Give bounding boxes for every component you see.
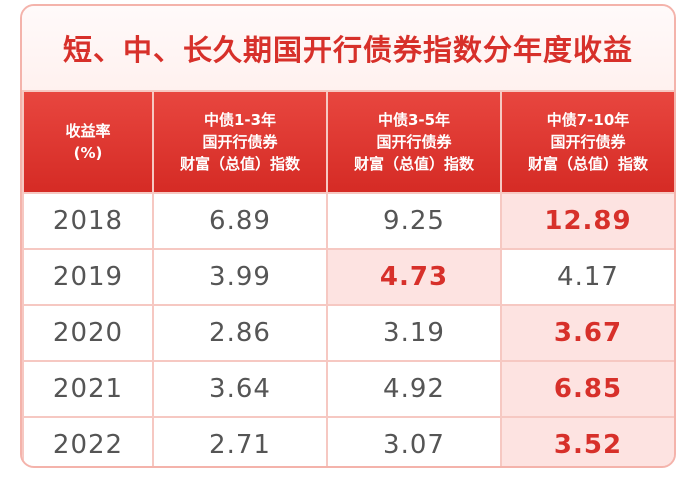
header-yield-line-2: (%) <box>73 144 103 162</box>
highlighted-value-cell: 12.89 <box>502 194 674 248</box>
table-row: 2021 3.64 4.92 6.85 <box>24 362 674 416</box>
header-3-5y: 中债3-5年 国开行债券 财富（总值）指数 <box>328 92 500 192</box>
table-title: 短、中、长久期国开行债券指数分年度收益 <box>22 6 674 90</box>
value-cell: 2.86 <box>154 306 326 360</box>
returns-table-card: 短、中、长久期国开行债券指数分年度收益 收益率 (%) 中债1-3年 国开行债券… <box>20 4 676 468</box>
value-cell: 3.19 <box>328 306 500 360</box>
year-cell: 2019 <box>24 250 152 304</box>
highlighted-value-cell: 3.67 <box>502 306 674 360</box>
header-1-3y-line-3: 财富（总值）指数 <box>179 155 300 173</box>
value-cell: 3.07 <box>328 418 500 466</box>
year-cell: 2020 <box>24 306 152 360</box>
table-row: 2018 6.89 9.25 12.89 <box>24 194 674 248</box>
header-3-5y-line-1: 中债3-5年 <box>377 111 451 129</box>
header-7-10y: 中债7-10年 国开行债券 财富（总值）指数 <box>502 92 674 192</box>
header-row: 收益率 (%) 中债1-3年 国开行债券 财富（总值）指数 中债3-5年 国开行… <box>24 92 674 192</box>
returns-table: 收益率 (%) 中债1-3年 国开行债券 财富（总值）指数 中债3-5年 国开行… <box>22 90 674 466</box>
highlighted-value-cell: 6.85 <box>502 362 674 416</box>
value-cell: 3.64 <box>154 362 326 416</box>
value-cell: 4.92 <box>328 362 500 416</box>
header-7-10y-line-2: 国开行债券 <box>550 133 626 151</box>
value-cell: 6.89 <box>154 194 326 248</box>
header-yield: 收益率 (%) <box>24 92 152 192</box>
header-1-3y-line-1: 中债1-3年 <box>203 111 277 129</box>
value-cell: 3.99 <box>154 250 326 304</box>
header-3-5y-line-2: 国开行债券 <box>376 133 452 151</box>
header-7-10y-line-3: 财富（总值）指数 <box>527 155 648 173</box>
value-cell: 4.17 <box>502 250 674 304</box>
table-row: 2020 2.86 3.19 3.67 <box>24 306 674 360</box>
header-1-3y: 中债1-3年 国开行债券 财富（总值）指数 <box>154 92 326 192</box>
table-row: 2022 2.71 3.07 3.52 <box>24 418 674 466</box>
highlighted-value-cell: 3.52 <box>502 418 674 466</box>
header-3-5y-line-3: 财富（总值）指数 <box>353 155 474 173</box>
year-cell: 2022 <box>24 418 152 466</box>
value-cell: 2.71 <box>154 418 326 466</box>
header-1-3y-line-2: 国开行债券 <box>202 133 278 151</box>
header-7-10y-line-1: 中债7-10年 <box>546 111 630 129</box>
value-cell: 9.25 <box>328 194 500 248</box>
header-yield-line-1: 收益率 <box>65 122 111 140</box>
table-row: 2019 3.99 4.73 4.17 <box>24 250 674 304</box>
year-cell: 2021 <box>24 362 152 416</box>
highlighted-value-cell: 4.73 <box>328 250 500 304</box>
year-cell: 2018 <box>24 194 152 248</box>
